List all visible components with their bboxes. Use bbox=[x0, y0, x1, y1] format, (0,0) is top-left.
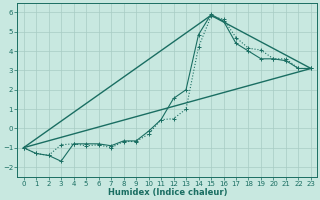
X-axis label: Humidex (Indice chaleur): Humidex (Indice chaleur) bbox=[108, 188, 227, 197]
